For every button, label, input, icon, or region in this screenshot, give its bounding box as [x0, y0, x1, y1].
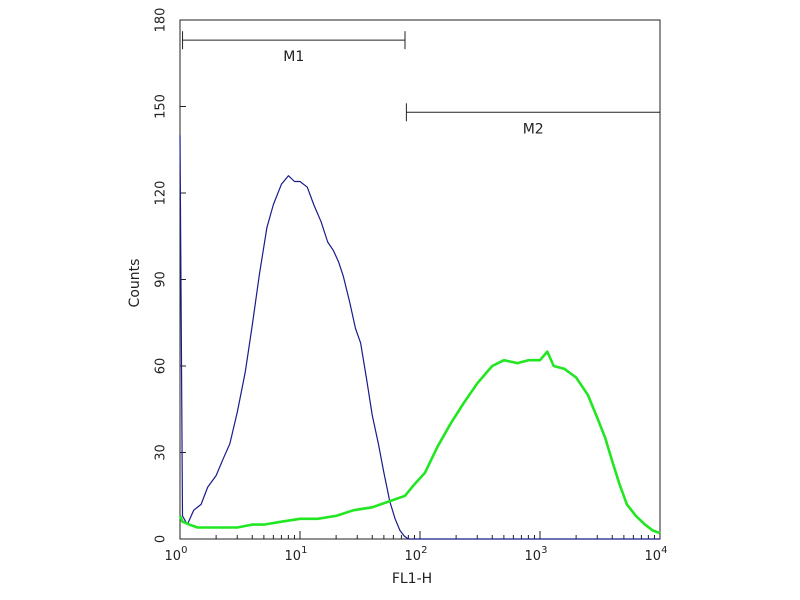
x-axis-label: FL1-H	[392, 571, 432, 587]
x-tick-base: 10	[525, 549, 542, 564]
y-axis-ticks: 0 30 60 90 120 150 180	[154, 8, 186, 543]
x-tick-label: 103	[525, 545, 548, 564]
x-tick-base: 10	[405, 549, 422, 564]
gate-label: M1	[283, 49, 304, 65]
x-tick-label: 101	[285, 545, 308, 564]
x-tick-label: 100	[165, 545, 188, 564]
x-axis-ticks: 100 101 102 103 104	[165, 531, 668, 564]
y-axis-label: Counts	[127, 259, 143, 308]
y-tick-label: 30	[154, 444, 169, 461]
gate-label: M2	[523, 121, 544, 137]
x-tick-exponent: 2	[421, 545, 427, 556]
y-tick-label: 180	[154, 8, 169, 33]
x-tick-base: 10	[645, 549, 662, 564]
x-tick-base: 10	[165, 549, 182, 564]
x-tick-exponent: 4	[661, 545, 667, 556]
histogram-series-2	[178, 350, 661, 535]
histogram-series-1	[179, 135, 660, 540]
gates-layer: M1 M2	[182, 31, 661, 137]
x-tick-label: 102	[405, 545, 428, 564]
x-tick-exponent: 0	[181, 545, 187, 556]
y-tick-label: 90	[154, 271, 169, 288]
y-tick-label: 0	[154, 535, 169, 543]
x-tick-label: 104	[645, 545, 668, 564]
x-tick-exponent: 3	[541, 545, 547, 556]
y-tick-label: 120	[154, 181, 169, 206]
x-tick-exponent: 1	[301, 545, 307, 556]
y-tick-label: 150	[154, 94, 169, 119]
series-layer	[178, 135, 661, 540]
plot-frame	[179, 19, 661, 540]
plot-border	[179, 19, 661, 540]
y-tick-label: 60	[154, 358, 169, 375]
x-tick-base: 10	[285, 549, 302, 564]
